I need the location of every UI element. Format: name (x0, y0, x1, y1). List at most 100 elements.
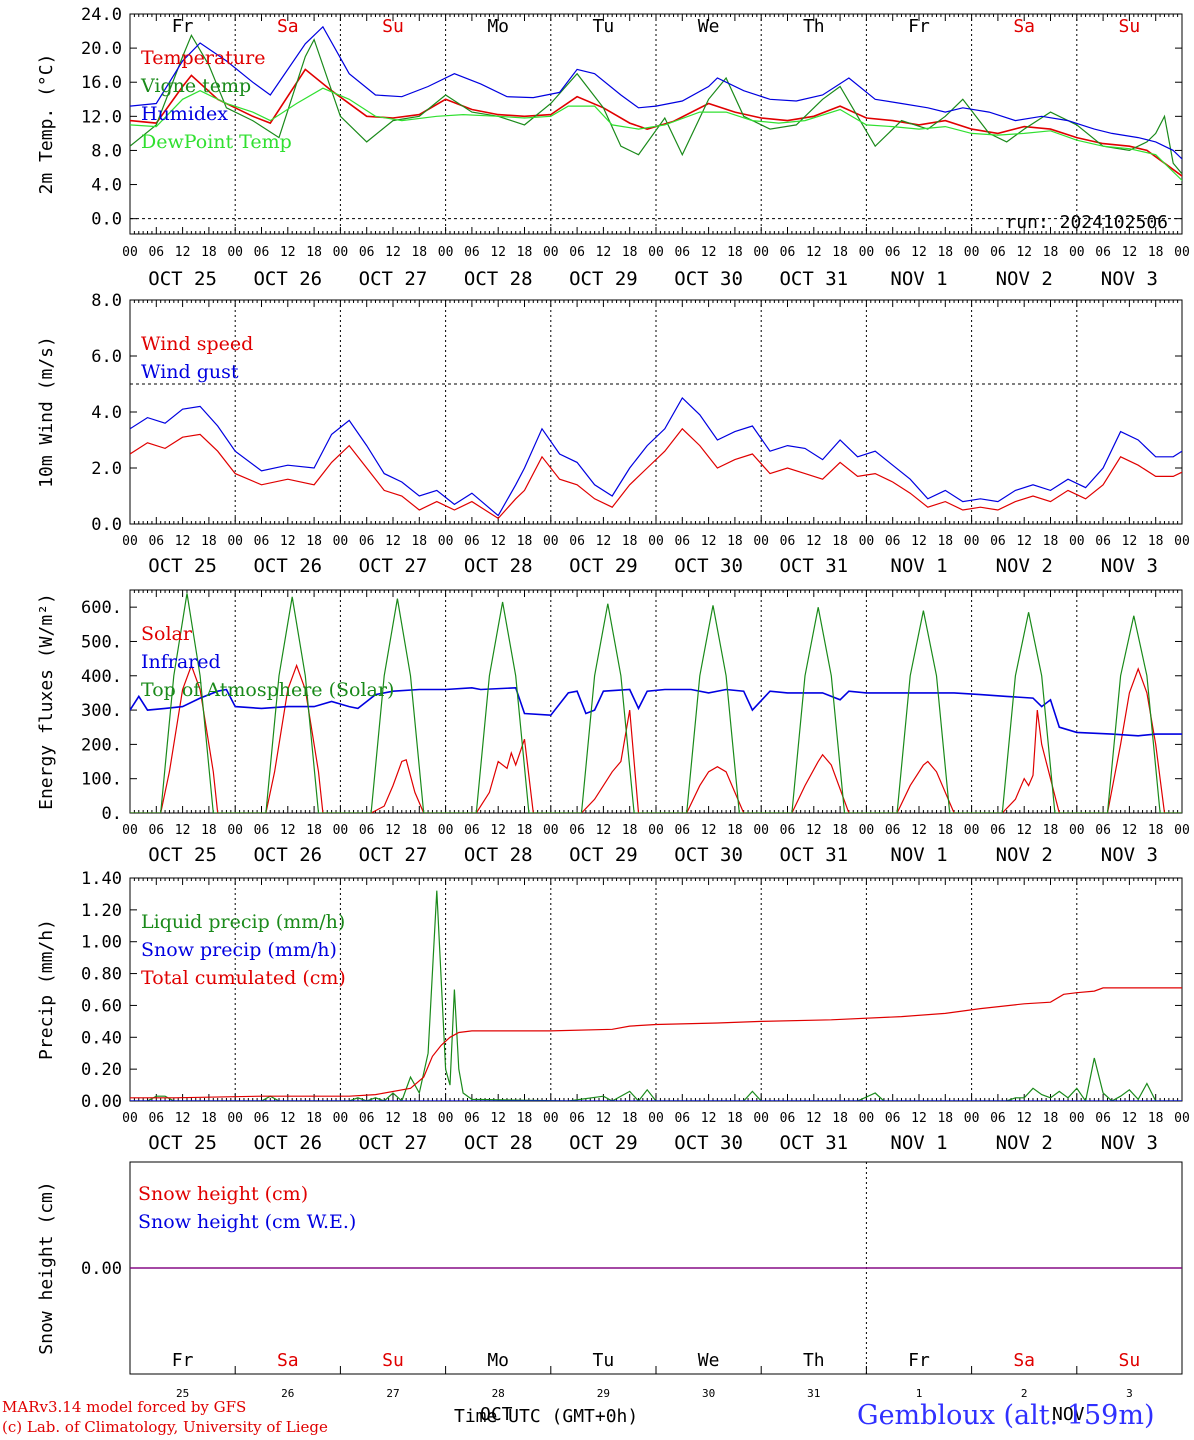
series-line-1 (130, 427, 1182, 520)
hour-tick-label: 06 (1095, 1111, 1111, 1126)
date-label: OCT 31 (779, 1132, 848, 1154)
series-line-2 (130, 33, 1182, 175)
y-tick-label: 0. (102, 804, 122, 824)
hour-tick-label: 06 (254, 823, 270, 838)
hour-tick-label: 00 (438, 245, 454, 260)
hour-tick-label: 06 (148, 1111, 164, 1126)
date-label: OCT 27 (359, 555, 428, 577)
hour-tick-label: 18 (517, 1111, 533, 1126)
legend-entry: Total cumulated (cm) (141, 967, 346, 989)
hour-tick-label: 06 (254, 534, 270, 549)
y-tick-label: 16.0 (81, 73, 122, 93)
date-label: OCT 27 (359, 268, 428, 290)
hour-tick-label: 18 (411, 823, 427, 838)
date-label: OCT 26 (253, 555, 322, 577)
hour-tick-label: 18 (937, 245, 953, 260)
station-label: Gembloux (alt. 159m) (857, 1400, 1155, 1431)
hour-tick-label: 12 (1016, 245, 1032, 260)
hour-tick-label: 06 (148, 534, 164, 549)
legend-entry: Temperature (141, 47, 265, 69)
hour-tick-label: 06 (674, 534, 690, 549)
hour-tick-label: 06 (254, 1111, 270, 1126)
hour-tick-label: 18 (622, 823, 638, 838)
hour-tick-label: 06 (359, 245, 375, 260)
hour-tick-label: 00 (122, 245, 138, 260)
hour-tick-label: 06 (885, 823, 901, 838)
hour-tick-label: 06 (569, 823, 585, 838)
hour-tick-label: 12 (1016, 1111, 1032, 1126)
day-number-label: 1 (916, 1387, 923, 1400)
date-label: OCT 26 (253, 1132, 322, 1154)
weekday-label: Sa (277, 1350, 299, 1371)
legend-entry: Snow height (cm W.E.) (138, 1211, 356, 1233)
y-tick-label: 200. (81, 735, 122, 755)
hour-tick-label: 00 (753, 823, 769, 838)
date-label: OCT 31 (779, 555, 848, 577)
day-number-label: 30 (702, 1387, 715, 1400)
hour-tick-label: 12 (490, 1111, 506, 1126)
weekday-label: Tu (593, 1350, 615, 1371)
hour-tick-label: 00 (1069, 1111, 1085, 1126)
weekday-label: Mo (487, 1350, 509, 1371)
hour-tick-label: 18 (937, 1111, 953, 1126)
day-number-label: 28 (492, 1387, 505, 1400)
hour-tick-label: 18 (1043, 534, 1059, 549)
hour-tick-label: 12 (701, 245, 717, 260)
y-tick-label: 300. (81, 701, 122, 721)
date-label: OCT 27 (359, 844, 428, 866)
weekday-label: Th (803, 1350, 825, 1371)
date-label: OCT 25 (148, 1132, 217, 1154)
hour-tick-label: 18 (727, 245, 743, 260)
hour-tick-label: 06 (674, 823, 690, 838)
date-label: OCT 29 (569, 268, 638, 290)
date-label: OCT 30 (674, 844, 743, 866)
hour-tick-label: 00 (122, 534, 138, 549)
weekday-label: We (698, 1350, 720, 1371)
hour-tick-label: 06 (464, 534, 480, 549)
hour-tick-label: 00 (648, 245, 664, 260)
hour-tick-label: 00 (333, 245, 349, 260)
hour-tick-label: 12 (385, 534, 401, 549)
date-label: NOV 2 (996, 1132, 1053, 1154)
y-axis-label: Energy fluxes (W/m²) (36, 593, 57, 810)
weekday-label: Su (382, 1350, 404, 1371)
hour-tick-label: 12 (596, 823, 612, 838)
hour-tick-label: 06 (569, 245, 585, 260)
date-label: OCT 31 (779, 844, 848, 866)
hour-tick-label: 00 (753, 534, 769, 549)
hour-tick-label: 18 (1148, 534, 1164, 549)
day-number-label: 25 (176, 1387, 189, 1400)
time-axis-label: Time UTC (GMT+0h) (454, 1406, 639, 1427)
hour-tick-label: 12 (280, 823, 296, 838)
y-tick-label: 1.00 (81, 933, 122, 953)
lab-credit: (c) Lab. of Climatology, University of L… (2, 1418, 328, 1436)
hour-tick-label: 00 (964, 1111, 980, 1126)
hour-tick-label: 00 (859, 245, 875, 260)
date-label: NOV 3 (1101, 268, 1158, 290)
day-number-label: 29 (597, 1387, 610, 1400)
hour-tick-label: 06 (359, 534, 375, 549)
hour-tick-label: 00 (964, 823, 980, 838)
hour-tick-label: 18 (517, 534, 533, 549)
hour-tick-label: 18 (1148, 823, 1164, 838)
weekday-label: Sa (1013, 1350, 1035, 1371)
date-label: NOV 1 (890, 555, 947, 577)
hour-tick-label: 00 (648, 823, 664, 838)
hour-tick-label: 18 (517, 823, 533, 838)
weekday-label: Su (1119, 1350, 1141, 1371)
hour-tick-label: 18 (201, 1111, 217, 1126)
hour-tick-label: 06 (780, 823, 796, 838)
hour-tick-label: 06 (1095, 823, 1111, 838)
weekday-label: Mo (487, 16, 509, 37)
date-label: OCT 28 (464, 555, 533, 577)
hour-tick-label: 18 (832, 1111, 848, 1126)
date-label: NOV 1 (890, 1132, 947, 1154)
hour-tick-label: 12 (1122, 1111, 1138, 1126)
date-label: OCT 29 (569, 844, 638, 866)
y-tick-label: 0.60 (81, 996, 122, 1016)
legend-entry: Wind speed (141, 333, 253, 355)
hour-tick-label: 00 (753, 1111, 769, 1126)
hour-tick-label: 00 (859, 534, 875, 549)
hour-tick-label: 18 (727, 534, 743, 549)
date-label: OCT 26 (253, 844, 322, 866)
